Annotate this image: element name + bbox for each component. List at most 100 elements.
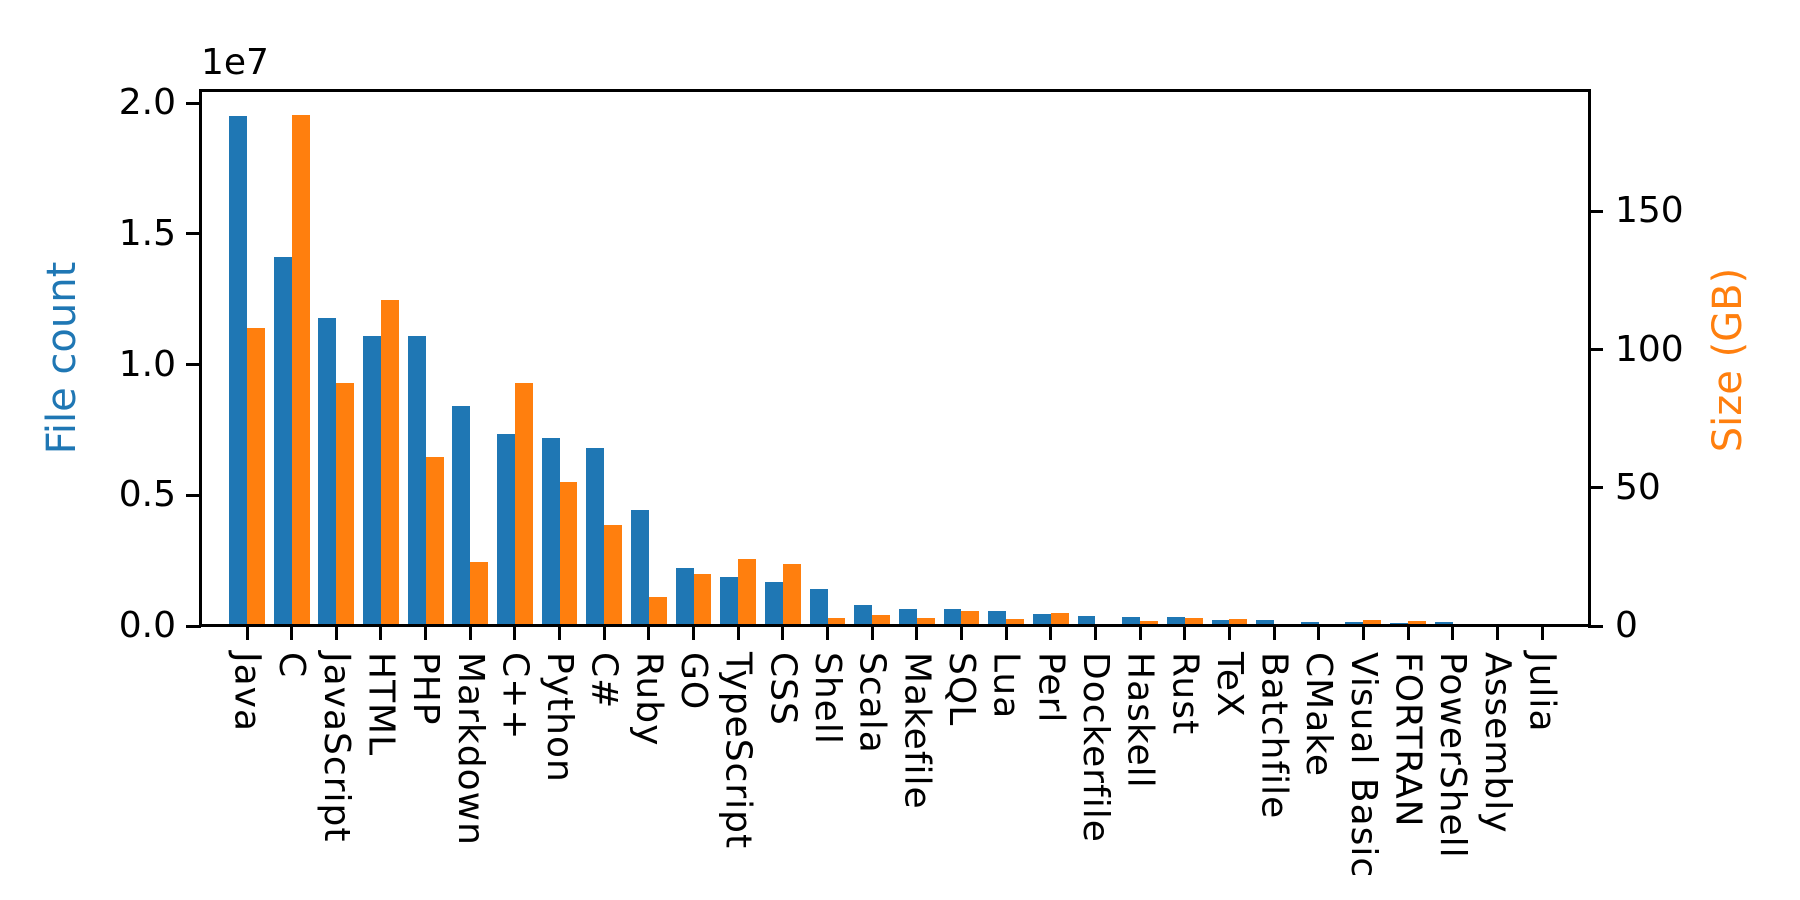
x-tick bbox=[1138, 626, 1142, 640]
bar-file-count-perl bbox=[1032, 613, 1051, 626]
x-tick-label-c-: C++ bbox=[494, 652, 536, 741]
bar-file-count-c- bbox=[497, 434, 515, 626]
x-tick bbox=[513, 626, 517, 640]
bar-file-count-haskell bbox=[1122, 617, 1141, 626]
bar-size-gb-java bbox=[247, 327, 265, 626]
bar-file-count-batchfile bbox=[1256, 619, 1275, 626]
bar-size-gb-c- bbox=[514, 382, 533, 626]
left-y-tick-label: 0.5 bbox=[118, 474, 176, 516]
bar-file-count-makefile bbox=[898, 608, 917, 626]
x-tick bbox=[781, 626, 785, 640]
plot-area bbox=[201, 91, 1588, 626]
left-y-axis-label: File count bbox=[39, 261, 85, 455]
bar-file-count-c bbox=[273, 256, 292, 626]
x-tick bbox=[1183, 626, 1187, 640]
bar-file-count-dockerfile bbox=[1077, 616, 1096, 626]
bar-size-gb-python bbox=[559, 482, 578, 626]
x-tick-label-php: PHP bbox=[405, 652, 447, 726]
bar-file-count-markdown bbox=[452, 406, 471, 626]
right-y-tick bbox=[1588, 348, 1603, 352]
x-tick-label-tex: TeX bbox=[1208, 652, 1250, 718]
x-tick bbox=[1004, 626, 1008, 640]
bar-file-count-typescript bbox=[720, 577, 739, 626]
x-tick-label-rust: Rust bbox=[1164, 652, 1206, 736]
right-y-tick bbox=[1588, 486, 1603, 490]
bar-file-count-scala bbox=[854, 605, 873, 626]
x-tick-label-css: CSS bbox=[762, 652, 804, 726]
x-tick-label-makefile: Makefile bbox=[896, 652, 938, 810]
bar-file-count-css bbox=[764, 582, 783, 626]
x-tick-label-lua: Lua bbox=[985, 652, 1027, 720]
y-axis-offset-text: 1e7 bbox=[201, 42, 269, 83]
left-y-tick bbox=[186, 101, 201, 105]
bar-file-count-python bbox=[541, 437, 560, 626]
top-spine bbox=[199, 89, 1591, 92]
x-tick bbox=[1272, 626, 1276, 640]
x-tick bbox=[1317, 626, 1321, 640]
x-tick bbox=[334, 626, 338, 640]
x-tick bbox=[602, 626, 606, 640]
bar-file-count-go bbox=[675, 567, 694, 626]
left-y-tick-label: 2.0 bbox=[118, 82, 176, 124]
bar-size-gb-scala bbox=[872, 615, 891, 626]
bar-size-gb-php bbox=[425, 457, 444, 626]
bar-file-count-javascript bbox=[318, 317, 337, 626]
bar-size-gb-css bbox=[782, 564, 801, 626]
bar-size-gb-haskell bbox=[1140, 620, 1158, 626]
bar-size-gb-ruby bbox=[648, 596, 667, 626]
bar-file-count-lua bbox=[988, 611, 1007, 626]
left-y-tick bbox=[186, 232, 201, 236]
left-y-tick-label: 1.5 bbox=[118, 212, 176, 254]
x-tick bbox=[1361, 626, 1365, 640]
x-tick bbox=[915, 626, 919, 640]
bar-size-gb-markdown bbox=[470, 562, 489, 626]
bar-size-gb-sql bbox=[961, 611, 980, 626]
bar-size-gb-perl bbox=[1050, 613, 1069, 626]
x-tick bbox=[870, 626, 874, 640]
bar-file-count-html bbox=[363, 335, 381, 626]
bar-file-count-tex bbox=[1211, 620, 1230, 626]
bar-file-count-ruby bbox=[630, 509, 649, 626]
bar-size-gb-visual-basic bbox=[1363, 619, 1382, 626]
bar-file-count-sql bbox=[943, 609, 962, 626]
x-tick bbox=[1406, 626, 1410, 640]
bar-size-gb-fortran bbox=[1408, 621, 1426, 626]
x-tick-label-dockerfile: Dockerfile bbox=[1074, 652, 1116, 843]
bar-size-gb-html bbox=[380, 299, 399, 626]
x-tick-label-java: Java bbox=[226, 652, 268, 733]
right-y-tick bbox=[1588, 624, 1603, 628]
x-tick-label-sql: SQL bbox=[940, 652, 982, 727]
bar-size-gb-javascript bbox=[336, 382, 355, 626]
bar-file-count-visual-basic bbox=[1345, 621, 1364, 626]
x-tick-label-go: GO bbox=[673, 652, 715, 711]
bar-file-count-java bbox=[229, 116, 247, 626]
x-tick bbox=[1093, 626, 1097, 640]
x-tick-label-haskell: Haskell bbox=[1119, 652, 1161, 789]
bar-file-count-shell bbox=[809, 589, 828, 626]
x-tick-label-fortran: FORTRAN bbox=[1387, 652, 1429, 828]
x-tick bbox=[1451, 626, 1455, 640]
x-tick bbox=[290, 626, 294, 640]
left-y-tick-label: 0.0 bbox=[118, 605, 176, 646]
x-tick-label-perl: Perl bbox=[1030, 652, 1072, 724]
bar-file-count-c- bbox=[586, 448, 605, 626]
x-tick bbox=[1540, 626, 1544, 640]
x-tick-label-visual-basic: Visual Basic bbox=[1342, 652, 1384, 879]
x-tick-label-julia: Julia bbox=[1521, 652, 1563, 733]
x-tick-label-c: C bbox=[271, 652, 313, 679]
x-tick bbox=[1049, 626, 1053, 640]
x-tick-label-ruby: Ruby bbox=[628, 652, 670, 747]
left-y-tick-label: 1.0 bbox=[118, 343, 176, 385]
x-tick bbox=[379, 626, 383, 640]
x-tick bbox=[826, 626, 830, 640]
x-tick bbox=[647, 626, 651, 640]
left-y-tick bbox=[186, 363, 201, 367]
x-tick bbox=[245, 626, 249, 640]
left-spine bbox=[199, 89, 202, 627]
right-y-tick-label: 150 bbox=[1615, 190, 1684, 232]
bottom-spine bbox=[199, 624, 1591, 627]
x-tick bbox=[1495, 626, 1499, 640]
bar-size-gb-c- bbox=[604, 525, 623, 626]
x-tick-label-batchfile: Batchfile bbox=[1253, 652, 1295, 820]
left-y-tick bbox=[186, 493, 201, 497]
